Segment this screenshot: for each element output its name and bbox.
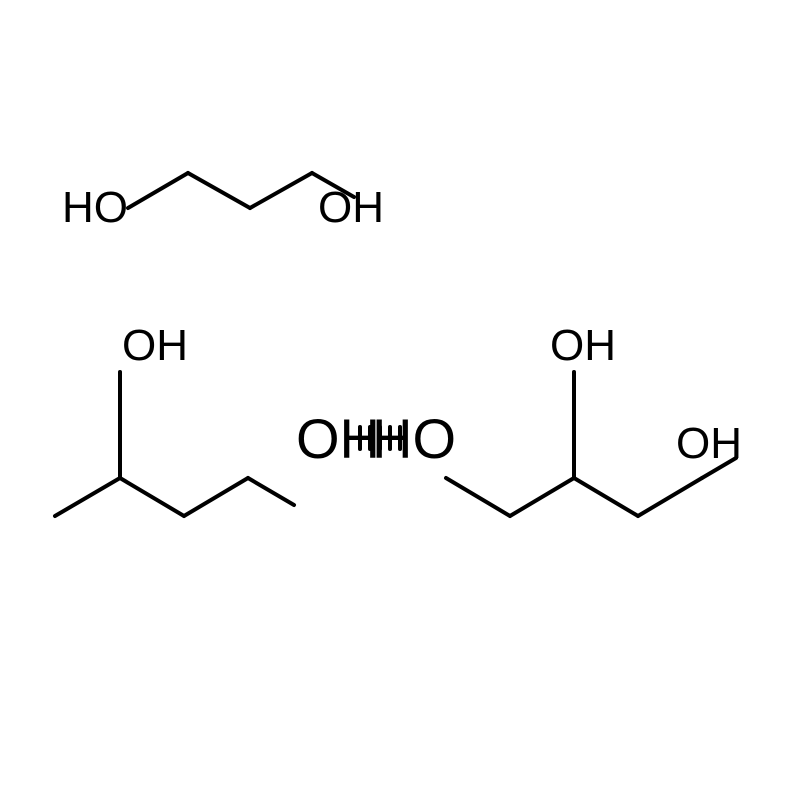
atom-label-eg_OH_right: OH [318, 183, 384, 232]
atom-label-gl_OH_right: OH [676, 419, 742, 468]
bond [128, 173, 188, 208]
bond [638, 478, 702, 516]
bond [120, 478, 184, 516]
atom-label-pg_OH_top: OH [122, 321, 188, 370]
atom-label-pg_OH_right: OH [296, 407, 380, 470]
bond [248, 478, 294, 505]
bond [446, 478, 510, 516]
atom-labels-layer: HOOHOHOHHOOHOH [62, 183, 742, 470]
chemical-structure-diagram: HOOHOHOHHOOHOH [0, 0, 800, 800]
atom-label-gl_HO_left: HO [372, 407, 456, 470]
bond [250, 173, 312, 208]
bond [510, 478, 574, 516]
bond [574, 478, 638, 516]
bond [184, 478, 248, 516]
bond [188, 173, 250, 208]
atom-label-gl_OH_top: OH [550, 321, 616, 370]
atom-label-eg_HO_left: HO [62, 183, 128, 232]
bond [55, 478, 120, 516]
